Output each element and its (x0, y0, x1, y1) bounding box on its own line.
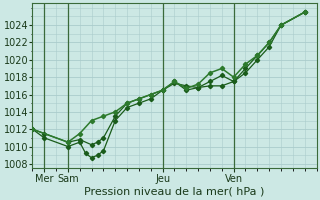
X-axis label: Pression niveau de la mer( hPa ): Pression niveau de la mer( hPa ) (84, 187, 265, 197)
